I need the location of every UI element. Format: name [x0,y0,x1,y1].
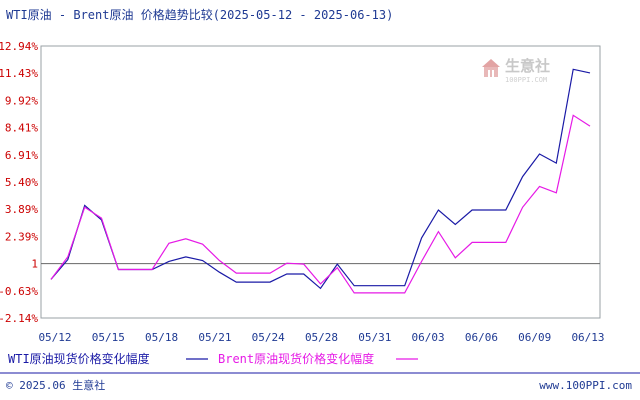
series-lines [50,68,591,294]
y-tick-label: 6.91% [5,149,38,162]
y-tick-label: 2.39% [5,230,38,243]
y-tick-label: 3.89% [5,203,38,216]
y-tick-label: 9.92% [5,94,38,107]
y-tick-label: -2.14% [0,312,38,325]
legend: WTI原油现货价格变化幅度 Brent原油现货价格变化幅度 [8,351,418,366]
x-tick-label: 06/13 [571,331,604,344]
y-axis: 12.94% 11.43% 9.92% 8.41% 6.91% 5.40% 3.89% 2.3… [0,40,38,325]
x-tick-label: 06/03 [412,331,445,344]
y-tick-label: 5.40% [5,176,38,189]
x-tick-label: 05/15 [92,331,125,344]
y-tick-label: 1 [31,258,38,271]
series-line-1 [50,114,591,294]
x-tick-label: 06/06 [465,331,498,344]
watermark-brand: 生意社 [505,57,550,75]
y-tick-label: -0.63% [0,285,38,298]
x-tick-label: 06/09 [518,331,551,344]
footer-site: www.100PPI.com [539,379,632,392]
x-tick-label: 05/18 [145,331,178,344]
x-tick-label: 05/28 [305,331,338,344]
series-line-0 [50,68,591,290]
x-tick-label: 05/31 [358,331,391,344]
footer-copyright: © 2025.06 生意社 [6,378,105,392]
plot-frame [40,45,601,319]
y-tick-label: 11.43% [0,67,38,80]
y-tick-label: 12.94% [0,40,38,53]
x-tick-label: 05/24 [252,331,285,344]
x-axis: 05/12 05/15 05/18 05/21 05/24 05/28 05/31 06/03… [38,331,604,344]
x-tick-label: 05/12 [38,331,71,344]
x-tick-label: 05/21 [198,331,231,344]
chart-title: WTI原油 - Brent原油 价格趋势比较(2025-05-12 - 2025… [6,7,393,22]
watermark-site: 100PPI.COM [505,76,547,84]
y-tick-label: 8.41% [5,122,38,135]
watermark-logo: 生意社 100PPI.COM [482,57,550,84]
legend-label-1: Brent原油现货价格变化幅度 [218,351,374,366]
legend-label-0: WTI原油现货价格变化幅度 [8,351,150,366]
